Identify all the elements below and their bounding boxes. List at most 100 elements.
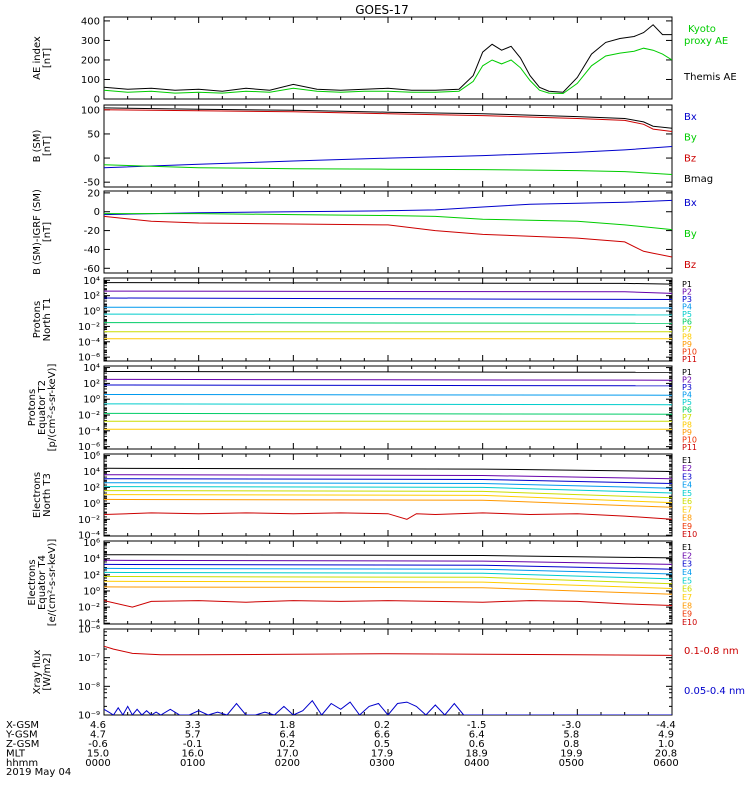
legend-0-05-0-4-nm: 0.05-0.4 nm <box>684 686 745 697</box>
legend-e7: E7 <box>682 505 692 514</box>
legend-by: By <box>684 133 697 144</box>
footer-value: 4.6 <box>90 720 106 731</box>
legend-e3: E3 <box>682 560 692 569</box>
y-tick-label: 10² <box>83 291 100 302</box>
series-bz <box>104 109 672 132</box>
series-group <box>104 467 672 520</box>
y-tick-label: 50 <box>87 129 100 140</box>
y-tick-label: 10² <box>83 483 100 494</box>
series-e2 <box>104 474 672 480</box>
panel-b_igrf: -60 -40 -20 0 20 B (SM)-IGRF (SM) [nT] Bx By Bz <box>32 188 697 275</box>
y-tick-label: 10⁴ <box>83 276 100 287</box>
y-axis-label: [W/m2] <box>42 653 53 690</box>
legend-e9: E9 <box>682 610 692 619</box>
panel-protons_t1: 10⁻⁶ 10⁻⁴ 10⁻² 10⁰ 10² 10⁴ Protons North T1 P1P2… <box>32 276 697 364</box>
series-e4 <box>104 567 672 575</box>
y-tick-label: 0 <box>94 154 100 165</box>
legend-e6: E6 <box>682 585 692 594</box>
legend-p2: P2 <box>682 288 692 297</box>
footer-value: 0300 <box>369 758 394 769</box>
footer-value: 17.0 <box>276 749 298 760</box>
series-p2 <box>104 378 672 381</box>
y-axis-label: Protons <box>27 389 38 426</box>
series-group <box>104 282 672 340</box>
series-e4 <box>104 482 672 489</box>
legend-p4: P4 <box>682 303 692 312</box>
y-tick-label: 20 <box>87 188 100 199</box>
y-axis-label: Xray flux <box>32 650 43 695</box>
y-axis-label: [p/(cm²-s-sr-keV)] <box>47 364 58 452</box>
footer-value: 5.7 <box>185 730 201 741</box>
y-axis-label: Protons <box>32 301 43 338</box>
footer-label-hhmm: hhmm <box>6 758 38 769</box>
legend-p11: P11 <box>682 443 697 452</box>
footer-value: -0.1 <box>183 739 203 750</box>
y-tick-label: -40 <box>84 245 100 256</box>
panel-frame <box>103 16 673 100</box>
legend-e1: E1 <box>682 456 692 465</box>
footer-label-mlt: MLT <box>6 749 26 760</box>
footer-label-z-gsm: Z-GSM <box>6 739 39 750</box>
legend-themis-ae: Themis AE <box>683 72 737 83</box>
series-e3 <box>104 563 672 570</box>
legend-e8: E8 <box>682 601 692 610</box>
footer-label-y-gsm: Y-GSM <box>5 730 38 741</box>
legend-e5: E5 <box>682 489 692 498</box>
footer-value: 17.9 <box>371 749 393 760</box>
footer-value: 4.7 <box>90 730 106 741</box>
series-p6 <box>104 412 672 415</box>
footer-value: 6.4 <box>469 730 485 741</box>
y-tick-label: 10⁻² <box>78 322 100 333</box>
series-e7 <box>104 494 672 504</box>
ephemeris-footer: X-GSM 4.6 3.3 1.8 0.2 -1.5 -3.0 -4.4 Y-GSM 4.7 5.7… <box>5 720 679 769</box>
legend-proxy-ae: proxy AE <box>684 36 728 47</box>
legend-p3: P3 <box>682 383 692 392</box>
y-tick-label: 300 <box>81 36 100 47</box>
footer-value: 1.8 <box>279 720 295 731</box>
footer-value: 0.5 <box>374 739 390 750</box>
y-tick-label: -60 <box>84 264 100 275</box>
legend-e4: E4 <box>682 481 692 490</box>
series-group <box>104 645 672 715</box>
legend-p7: P7 <box>682 325 692 334</box>
y-axis-label: B (SM)-IGRF (SM) <box>32 189 43 275</box>
legend-e4: E4 <box>682 568 692 577</box>
series-p3 <box>104 297 672 300</box>
footer-value: 0.2 <box>279 739 295 750</box>
legend-p6: P6 <box>682 318 692 327</box>
legend-bx: Bx <box>684 198 697 209</box>
y-tick-label: 10⁻⁸ <box>78 682 100 693</box>
series-p4 <box>104 306 672 309</box>
y-axis-label: [nT] <box>42 136 53 156</box>
footer-value: 0.8 <box>563 739 579 750</box>
series-group <box>104 24 672 95</box>
legend-p5: P5 <box>682 310 692 319</box>
footer-value: 1.0 <box>658 739 674 750</box>
y-tick-label: 10⁻⁶ <box>78 625 100 636</box>
series-p5 <box>104 403 672 406</box>
footer-value: -0.6 <box>88 739 108 750</box>
legend-kyoto: Kyoto <box>688 24 716 35</box>
y-tick-label: 10⁻² <box>78 603 100 614</box>
panel-frame <box>103 540 673 625</box>
y-tick-label: 10⁻⁴ <box>78 426 100 437</box>
y-axis-label: North T1 <box>42 298 53 342</box>
legend-e2: E2 <box>682 464 692 473</box>
series-p6 <box>104 322 672 324</box>
y-tick-label: 10² <box>83 379 100 390</box>
series-group <box>104 371 672 430</box>
y-tick-label: -50 <box>84 178 100 189</box>
plot-title: GOES-17 <box>355 3 409 17</box>
footer-value: 5.8 <box>563 730 579 741</box>
series-p3 <box>104 384 672 387</box>
legend-p5: P5 <box>682 398 692 407</box>
legend-0-1-0-8-nm: 0.1-0.8 nm <box>684 646 739 657</box>
footer-value: 3.3 <box>185 720 201 731</box>
panel-electrons_t4: 10⁻⁴ 10⁻² 10⁰ 10² 10⁴ 10⁶ Electrons Equator T4[… <box>27 538 697 630</box>
legend-bz: Bz <box>684 260 696 271</box>
footer-value: 16.0 <box>182 749 204 760</box>
series-e2 <box>104 559 672 565</box>
